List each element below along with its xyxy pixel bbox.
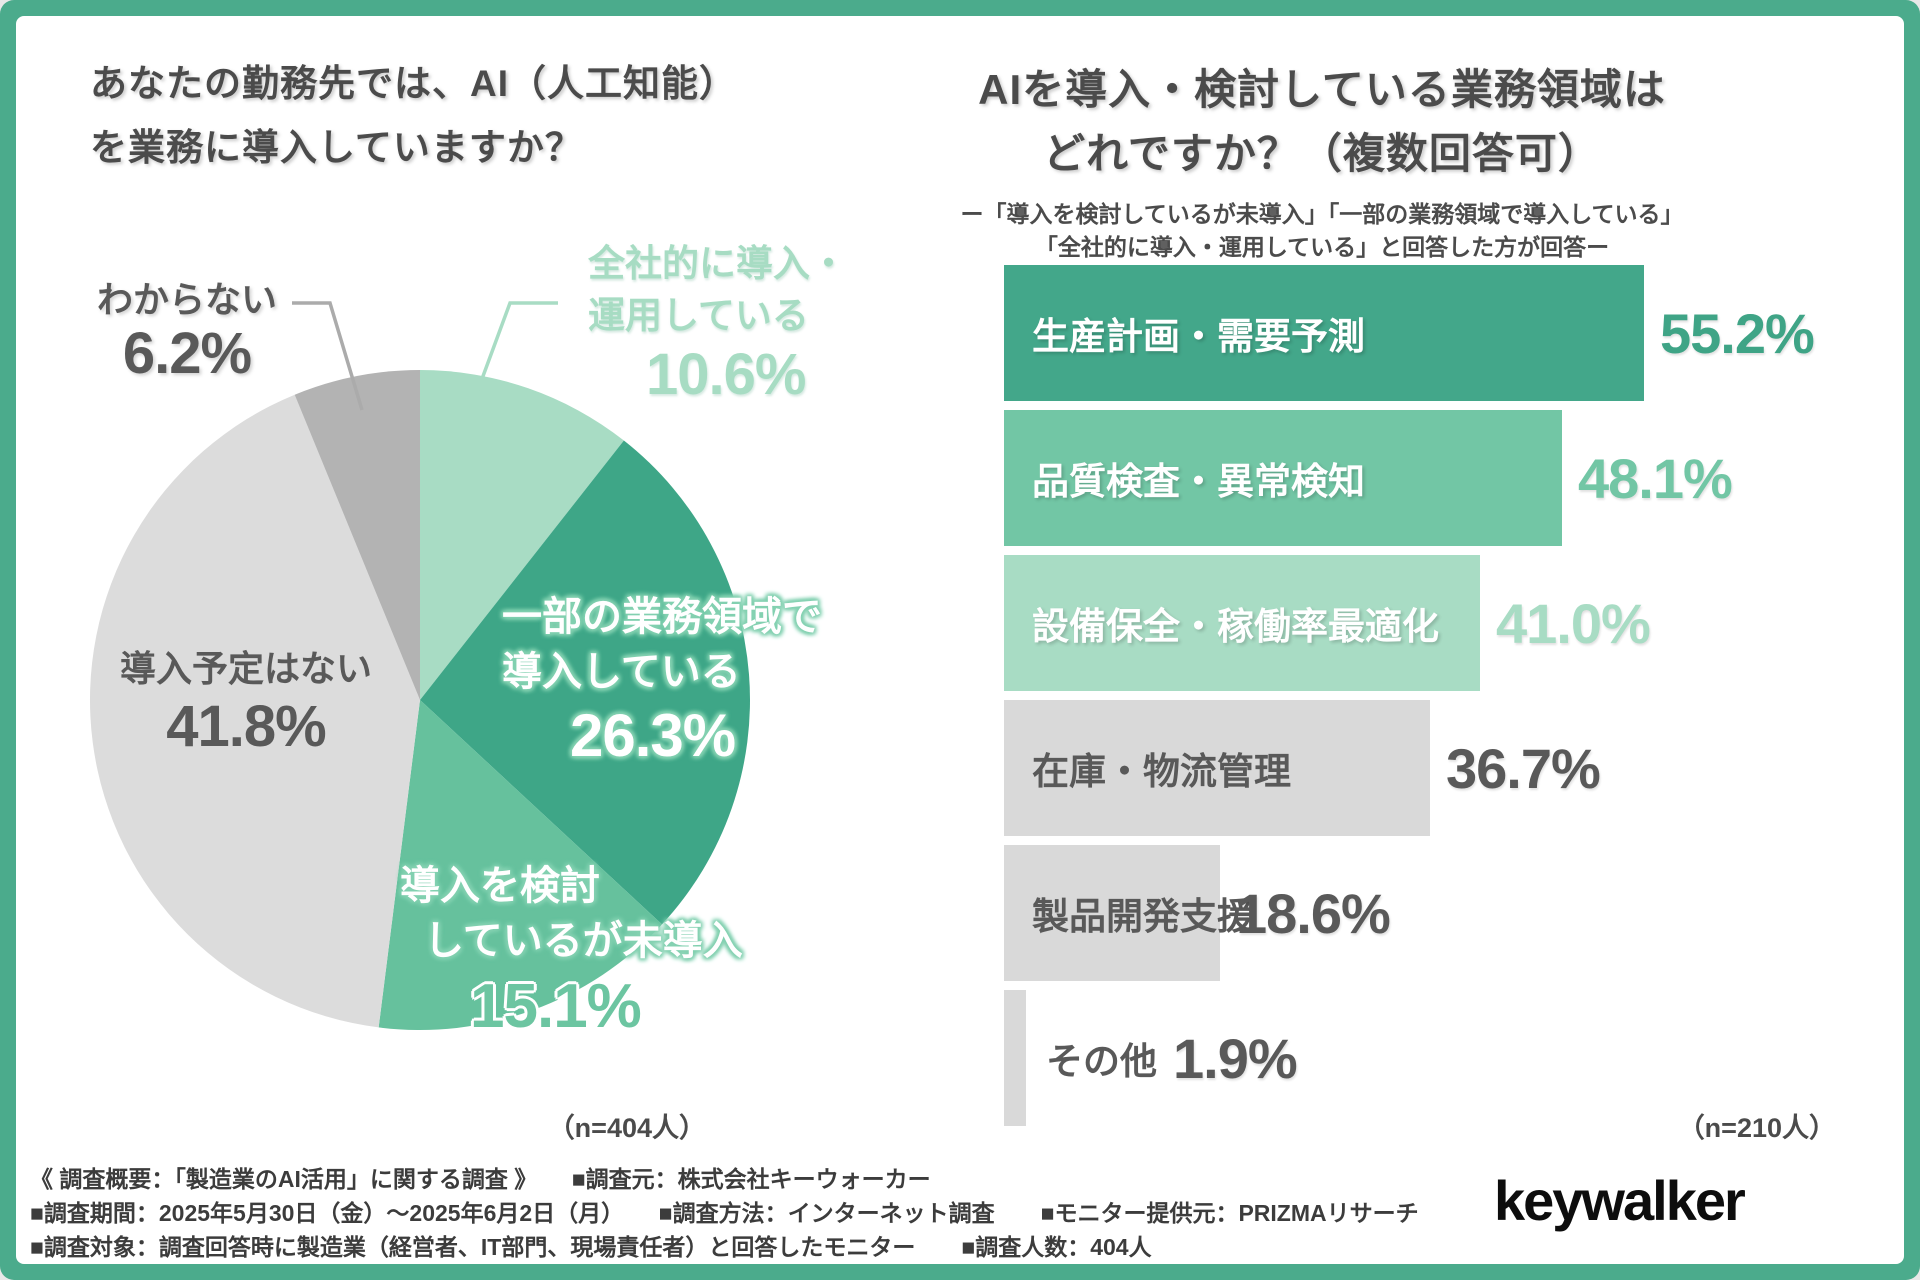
pie-callout-ichibu-label-line1: 一部の業務領域で (502, 595, 822, 639)
pie-callout-ichibu: 一部の業務領域で 導入している 26.3% (502, 590, 862, 772)
bar-row-3: 在庫・物流管理 36.7% (1004, 700, 1904, 836)
bar-value-2: 41.0% (1496, 591, 1651, 655)
bar-value-4: 18.6% (1236, 881, 1391, 945)
bar-label-1: 品質検査・異常検知 (1032, 461, 1365, 502)
bar-row-2: 設備保全・稼働率最適化 41.0% (1004, 555, 1904, 691)
pie-callout-ichibu-value: 26.3% (570, 702, 736, 769)
leader-line-zensha (463, 301, 558, 426)
pie-callout-wakaranai-value: 6.2% (122, 321, 252, 386)
bar-label-2: 設備保全・稼働率最適化 (1032, 606, 1439, 647)
pie-sample-size: （n=404人） (547, 1113, 706, 1143)
bar-label-5: その他 (1046, 1041, 1157, 1082)
pie-slice-0 (420, 370, 624, 700)
bar-value-3: 36.7% (1446, 736, 1601, 800)
pie-callout-kento-label-line2: しているが未導入 (424, 919, 743, 963)
pie-callout-kento-value: 15.1% (470, 972, 642, 1041)
pie-callout-zensha-label-line1: 全社的に導入・ (588, 243, 847, 284)
pie-callout-yotei-label: 導入予定はない (119, 648, 372, 689)
bar-fill-3: 在庫・物流管理 (1004, 700, 1430, 836)
infographic-canvas: あなたの勤務先では、AI（人工知能） を業務に導入していますか？ わからない 6… (16, 16, 1904, 1264)
pie-callout-zensha-value: 10.6% (646, 342, 806, 407)
bar-fill-5 (1004, 990, 1026, 1126)
pie-callout-zensha-label-line2: 運用している (588, 295, 809, 336)
pie-callout-ichibu-label-line2: 導入している (502, 650, 741, 694)
keywalker-logo: keywalker (1494, 1169, 1746, 1232)
pie-callout-kento-label-line1: 導入を検討 (400, 864, 600, 908)
bar-chart: 生産計画・需要予測 55.2% 品質検査・異常検知 48.1% 設備保全・稼働率最適化 4… (1004, 265, 1904, 1135)
bar-label-0: 生産計画・需要予測 (1032, 316, 1365, 357)
bar-value-0: 55.2% (1660, 301, 1815, 365)
bar-fill-1: 品質検査・異常検知 (1004, 410, 1562, 546)
bar-question-title-line2: どれですか？（複数回答可） (1043, 130, 1601, 177)
pie-question-title: あなたの勤務先では、AI（人工知能） を業務に導入していますか？ (90, 52, 910, 180)
bar-value-1: 48.1% (1578, 446, 1733, 510)
pie-callout-yotei-value: 41.8% (166, 694, 326, 759)
bar-sample-size: （n=210人） (1677, 1113, 1836, 1143)
survey-overview-footer: 《 調査概要：「製造業のAI活用」に関する調査 》 ■調査元：株式会社キーウォー… (30, 1162, 1480, 1264)
pie-slice-3 (89, 394, 420, 1028)
bar-question-subtitle-line1: ー「導入を検討しているが未導入」「一部の業務領域で導入している」 (960, 201, 1684, 227)
bar-row-0: 生産計画・需要予測 55.2% (1004, 265, 1904, 401)
bar-question-subtitle-line2: 「全社的に導入・運用している」と回答した方が回答ー (1034, 234, 1610, 260)
pie-slice-4 (294, 370, 420, 700)
pie-chart (89, 301, 750, 1031)
bar-question-header: AIを導入・検討している業務領域は どれですか？（複数回答可） ー「導入を検討し… (960, 58, 1684, 264)
footer-line-1: 《 調査概要：「製造業のAI活用」に関する調査 》 ■調査元：株式会社キーウォー… (30, 1166, 931, 1192)
pie-slice-2 (378, 700, 662, 1031)
pie-callout-zensha: 全社的に導入・ 運用している 10.6% (588, 238, 908, 408)
bar-fill-2: 設備保全・稼働率最適化 (1004, 555, 1480, 691)
footer-line-3: ■調査対象：調査回答時に製造業（経営者、IT部門、現場責任者）と回答したモニター… (30, 1234, 1152, 1260)
bar-row-1: 品質検査・異常検知 48.1% (1004, 410, 1904, 546)
pie-question-title-line1: あなたの勤務先では、AI（人工知能） (90, 63, 737, 104)
pie-question-title-line2: を業務に導入していますか？ (90, 127, 583, 168)
pie-slice-1 (420, 440, 750, 925)
bar-row-4: 製品開発支援 18.6% (1004, 845, 1904, 981)
footer-line-2: ■調査期間：2025年5月30日（金）〜2025年6月2日（月） ■調査方法：イ… (30, 1200, 1419, 1226)
bar-value-5: 1.9% (1173, 1026, 1298, 1090)
bar-label-4: 製品開発支援 (1032, 896, 1254, 937)
leader-line-wakaranai (292, 301, 364, 411)
bar-question-title-line1: AIを導入・検討している業務領域は (978, 66, 1666, 113)
bar-fill-4: 製品開発支援 (1004, 845, 1254, 981)
pie-callout-wakaranai-label: わからない (96, 279, 277, 320)
pie-callout-wakaranai: わからない 6.2% (82, 278, 292, 386)
pie-callout-kento: 導入を検討 しているが未導入 15.1% (384, 859, 784, 1045)
pie-callout-yotei: 導入予定はない 41.8% (96, 646, 396, 762)
bar-label-3: 在庫・物流管理 (1032, 751, 1291, 792)
bar-fill-0: 生産計画・需要予測 (1004, 265, 1644, 401)
bar-row-5: その他 1.9% (1004, 990, 1904, 1126)
